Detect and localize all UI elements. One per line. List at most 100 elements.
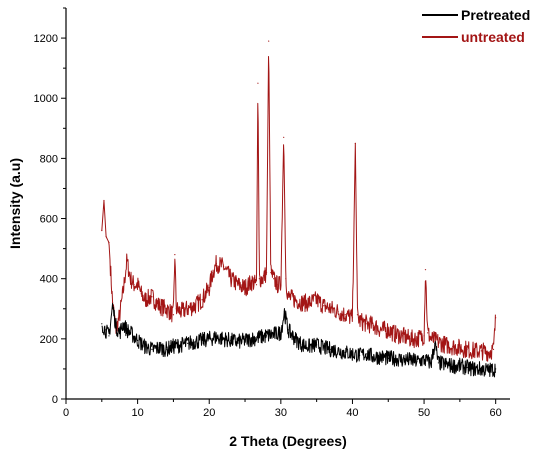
data-point-untreated <box>122 290 124 292</box>
data-point-untreated <box>276 284 278 286</box>
data-point-untreated <box>394 333 397 335</box>
data-point-untreated <box>466 348 468 350</box>
data-point-pretreated <box>144 345 146 347</box>
data-point-untreated <box>222 266 225 268</box>
data-point-pretreated <box>115 326 117 328</box>
data-point-pretreated <box>416 360 418 363</box>
data-point-pretreated <box>280 332 282 334</box>
data-point-untreated <box>158 305 160 307</box>
data-point-pretreated <box>273 333 275 335</box>
data-point-untreated <box>316 299 318 301</box>
series-line-untreated <box>101 56 496 362</box>
data-point-untreated <box>244 287 246 289</box>
data-point-pretreated <box>126 329 128 331</box>
y-tick-label: 200 <box>40 334 58 346</box>
data-point-pretreated <box>104 329 106 331</box>
data-point-pretreated <box>487 369 490 372</box>
data-point-untreated <box>401 335 404 337</box>
y-tick-label: 400 <box>40 274 58 286</box>
data-point-untreated <box>459 347 461 349</box>
data-point-untreated <box>172 314 175 316</box>
data-point-untreated <box>119 314 121 316</box>
data-point-pretreated <box>452 365 454 367</box>
legend-label-untreated: untreated <box>461 29 525 45</box>
legend-label-pretreated: Pretreated <box>461 7 530 23</box>
x-axis-title: 2 Theta (Degrees) <box>229 433 346 449</box>
data-point-untreated <box>427 332 429 334</box>
data-point-pretreated <box>294 338 296 340</box>
x-tick-label: 0 <box>63 407 69 419</box>
data-point-pretreated <box>394 357 397 359</box>
data-point-untreated <box>179 311 182 313</box>
data-point-untreated <box>287 296 289 298</box>
data-point-pretreated <box>330 348 332 350</box>
y-tick-label: 600 <box>40 214 58 226</box>
data-point-untreated <box>380 329 382 331</box>
data-point-pretreated <box>172 345 175 347</box>
data-point-untreated <box>330 308 332 310</box>
data-point-untreated <box>255 284 258 286</box>
data-point-untreated <box>215 263 217 265</box>
data-point-untreated <box>301 302 303 304</box>
data-point-untreated <box>101 229 103 232</box>
data-point-untreated <box>265 272 268 274</box>
data-point-pretreated <box>423 359 425 361</box>
data-point-pretreated <box>366 353 368 355</box>
data-point-untreated <box>257 82 259 84</box>
data-point-untreated <box>262 278 264 280</box>
data-point-untreated <box>283 136 285 138</box>
data-point-untreated <box>280 284 282 286</box>
data-point-untreated <box>237 284 239 286</box>
data-point-untreated <box>308 302 311 304</box>
data-point-untreated <box>108 242 110 244</box>
y-tick-label: 0 <box>52 394 58 406</box>
data-point-pretreated <box>251 338 253 340</box>
y-tick-label: 1200 <box>34 33 58 45</box>
data-point-pretreated <box>434 342 436 344</box>
data-point-untreated <box>103 199 105 202</box>
data-point-untreated <box>268 40 270 42</box>
data-point-pretreated <box>380 356 382 358</box>
y-tick-label: 1000 <box>34 93 58 105</box>
data-point-untreated <box>285 278 287 280</box>
data-point-pretreated <box>208 338 210 340</box>
data-point-pretreated <box>495 368 497 370</box>
series-layer <box>101 40 497 378</box>
y-axis: 0 200 400 600 800 1000 1200 <box>34 7 66 406</box>
data-point-pretreated <box>108 335 110 337</box>
data-point-untreated <box>258 278 260 280</box>
data-point-untreated <box>351 317 354 319</box>
y-axis-title: Intensity (a.u) <box>7 158 23 249</box>
data-point-pretreated <box>359 354 361 356</box>
data-point-untreated <box>387 329 389 331</box>
x-tick-label: 40 <box>346 407 358 419</box>
data-point-pretreated <box>308 345 311 347</box>
plot-area <box>65 8 510 400</box>
data-point-pretreated <box>301 344 303 346</box>
data-point-untreated <box>137 284 139 286</box>
data-point-pretreated <box>401 359 404 361</box>
data-point-pretreated <box>101 323 103 325</box>
data-point-untreated <box>133 284 135 286</box>
data-point-pretreated <box>137 339 139 341</box>
data-point-pretreated <box>387 357 389 359</box>
data-point-pretreated <box>265 335 268 337</box>
data-point-untreated <box>174 254 176 256</box>
data-point-pretreated <box>473 368 475 370</box>
data-point-untreated <box>359 320 361 322</box>
data-point-untreated <box>208 287 210 289</box>
data-point-pretreated <box>230 339 232 341</box>
data-point-untreated <box>344 314 346 316</box>
data-point-untreated <box>230 278 232 280</box>
data-point-pretreated <box>151 348 153 350</box>
data-point-pretreated <box>237 341 239 343</box>
y-tick-label: 800 <box>40 153 58 165</box>
data-point-pretreated <box>466 366 468 369</box>
data-point-pretreated <box>437 362 439 364</box>
data-point-pretreated <box>351 353 354 355</box>
data-point-pretreated <box>111 305 114 307</box>
data-point-pretreated <box>430 362 432 364</box>
data-point-untreated <box>165 308 167 310</box>
data-point-pretreated <box>287 329 289 331</box>
